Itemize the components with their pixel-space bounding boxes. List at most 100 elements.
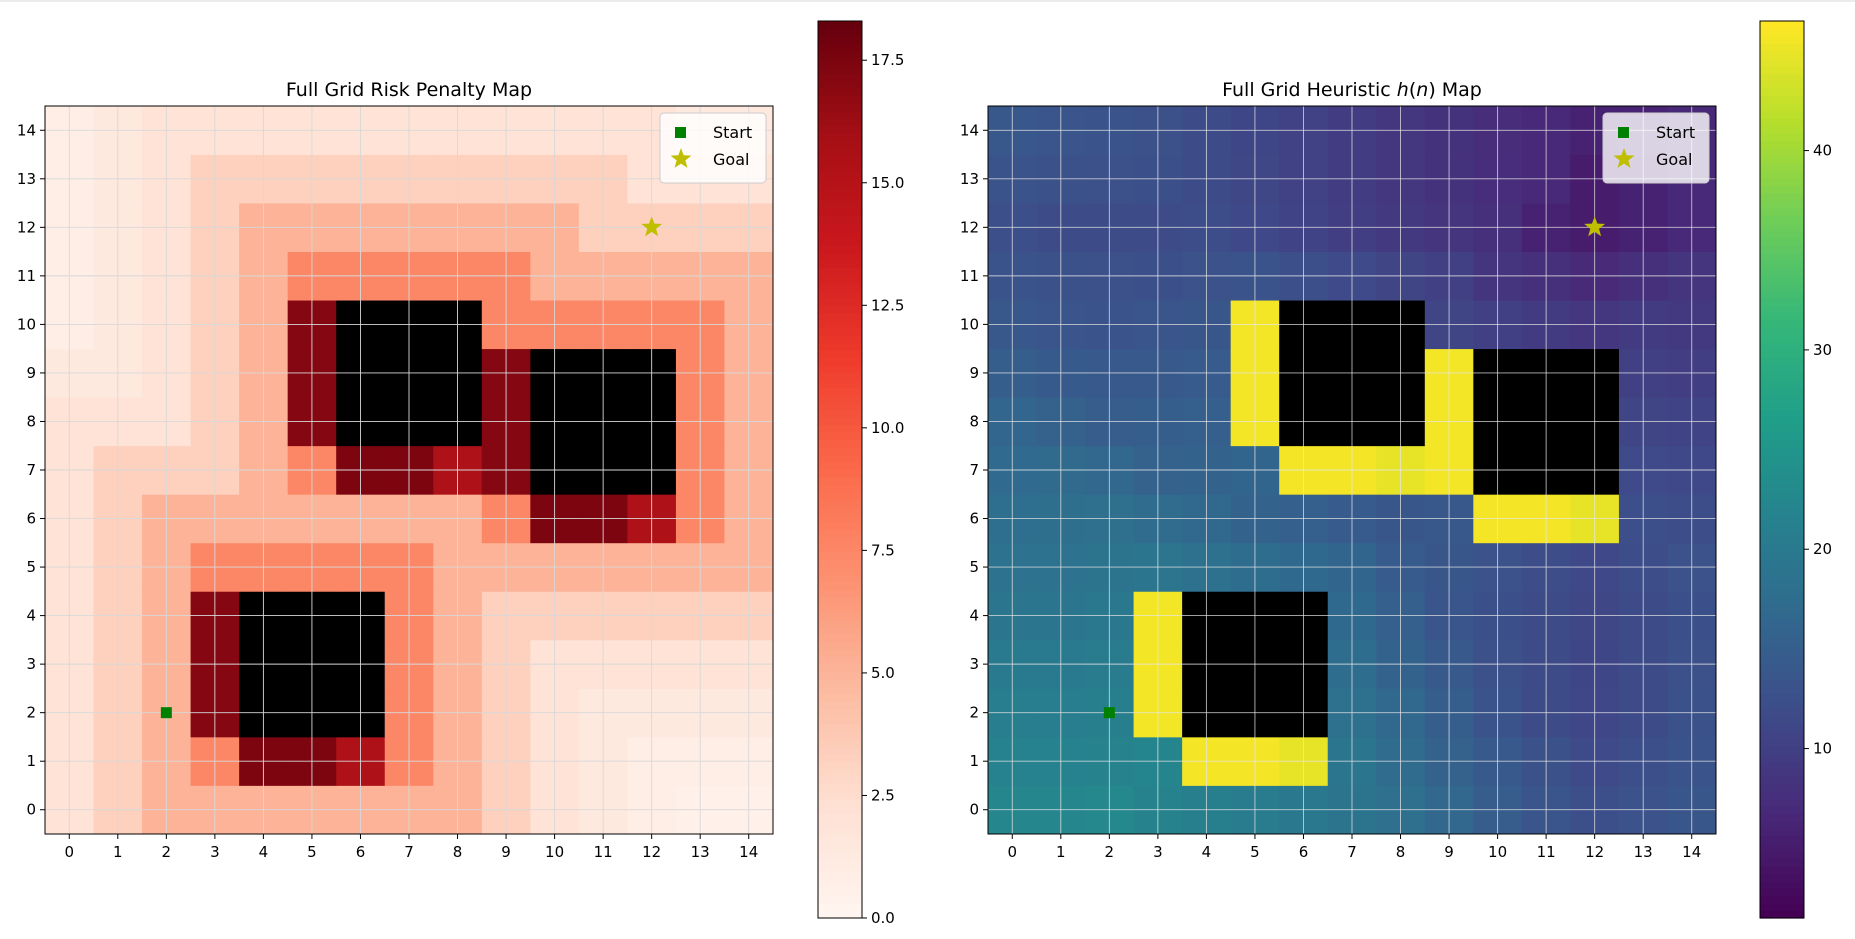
colorbar-segment — [818, 521, 862, 530]
colorbar-segment — [1760, 678, 1804, 687]
y-tick-label: 2 — [26, 704, 36, 722]
colorbar-segment — [818, 566, 862, 575]
colorbar-segment — [818, 761, 862, 770]
colorbar-segment — [818, 439, 862, 448]
y-tick-label: 3 — [26, 655, 36, 673]
colorbar-tick-label: 10.0 — [871, 419, 904, 437]
colorbar-tick-label: 5.0 — [871, 664, 895, 682]
colorbar-segment — [1760, 260, 1804, 269]
colorbar-segment — [1760, 626, 1804, 635]
colorbar-segment — [1760, 364, 1804, 373]
colorbar-segment — [1760, 910, 1804, 919]
colorbar-tick-label: 0.0 — [871, 909, 895, 927]
y-tick-label: 8 — [969, 412, 979, 430]
x-tick-label: 6 — [356, 843, 366, 861]
colorbar-tick-label: 20 — [1813, 540, 1832, 558]
colorbar-segment — [818, 290, 862, 299]
colorbar-segment — [1760, 880, 1804, 889]
colorbar-segment — [1760, 88, 1804, 97]
legend-start-label: Start — [1656, 123, 1695, 142]
colorbar-segment — [1760, 529, 1804, 538]
colorbar-segment — [1760, 813, 1804, 822]
colorbar-segment — [818, 417, 862, 426]
y-tick-label: 0 — [26, 801, 36, 819]
legend-goal-label: Goal — [1656, 150, 1692, 169]
colorbar-segment — [1760, 118, 1804, 127]
y-tick-label: 10 — [960, 315, 979, 333]
colorbar-segment — [818, 275, 862, 284]
colorbar-segment — [1760, 656, 1804, 665]
colorbar-segment — [818, 686, 862, 695]
colorbar-segment — [818, 163, 862, 172]
colorbar-segment — [1760, 140, 1804, 149]
colorbar-segment — [818, 409, 862, 418]
colorbar-segment — [818, 148, 862, 157]
colorbar-tick-label: 30 — [1813, 341, 1832, 359]
colorbar-segment — [1760, 544, 1804, 553]
colorbar-segment — [818, 387, 862, 396]
colorbar-segment — [1760, 633, 1804, 643]
colorbar-segment — [818, 536, 862, 545]
colorbar-segment — [1760, 237, 1804, 246]
colorbar-segment — [1760, 648, 1804, 657]
colorbar-segment — [1760, 835, 1804, 844]
colorbar-segment — [1760, 275, 1804, 284]
y-tick-label: 1 — [969, 752, 979, 770]
x-tick-label: 3 — [210, 843, 220, 861]
colorbar-segment — [1760, 133, 1804, 142]
y-tick-label: 14 — [17, 121, 36, 139]
colorbar-segment — [1760, 551, 1804, 560]
y-tick-label: 12 — [960, 218, 979, 236]
colorbar-segment — [818, 873, 862, 882]
colorbar-segment — [818, 903, 862, 912]
colorbar-segment — [1760, 207, 1804, 216]
colorbar-segment — [818, 723, 862, 732]
colorbar-segment — [1760, 103, 1804, 112]
colorbar-segment — [818, 237, 862, 246]
colorbar-segment — [1760, 424, 1804, 433]
colorbar-segment — [1760, 768, 1804, 777]
colorbar-segment — [1760, 708, 1804, 717]
colorbar-segment — [1760, 559, 1804, 568]
x-tick-label: 7 — [404, 843, 414, 861]
colorbar-segment — [818, 133, 862, 142]
legend: Start Goal — [659, 112, 767, 184]
colorbar-segment — [818, 753, 862, 762]
colorbar-segment — [818, 320, 862, 329]
colorbar-segment — [818, 155, 862, 164]
legend-start-icon — [1618, 127, 1629, 138]
colorbar-segment — [1760, 566, 1804, 575]
colorbar-segment — [818, 798, 862, 807]
colorbar-segment — [1760, 394, 1804, 403]
colorbar-segment — [818, 177, 862, 187]
colorbar-segment — [818, 708, 862, 717]
colorbar-segment — [818, 342, 862, 351]
colorbar-segment — [1760, 843, 1804, 852]
colorbar-segment — [818, 125, 862, 134]
colorbar-segment — [818, 462, 862, 471]
colorbar-segment — [818, 454, 862, 463]
x-tick-label: 1 — [1056, 843, 1066, 861]
colorbar-segment — [1760, 798, 1804, 807]
colorbar-segment — [818, 267, 862, 276]
colorbar-segment — [818, 843, 862, 852]
y-tick-label: 4 — [26, 607, 36, 625]
colorbar-segment — [1760, 895, 1804, 904]
colorbar-segment — [818, 447, 862, 456]
colorbar-segment — [818, 80, 862, 89]
y-tick-label: 10 — [17, 315, 36, 333]
colorbar-segment — [1760, 50, 1804, 59]
colorbar-segment — [1760, 327, 1804, 336]
colorbar-segment — [1760, 95, 1804, 104]
y-tick-label: 12 — [17, 218, 36, 236]
colorbar-segment — [818, 394, 862, 403]
colorbar-segment — [818, 701, 862, 710]
colorbar-segment — [1760, 192, 1804, 201]
colorbar-segment — [818, 28, 862, 37]
chart-title: Full Grid Heuristic h(n) Map — [1222, 79, 1482, 101]
x-tick-label: 7 — [1347, 843, 1357, 861]
colorbar-segment — [818, 648, 862, 657]
y-tick-label: 6 — [26, 510, 36, 528]
colorbar-segment — [1760, 73, 1804, 82]
x-tick-label: 14 — [739, 843, 758, 861]
